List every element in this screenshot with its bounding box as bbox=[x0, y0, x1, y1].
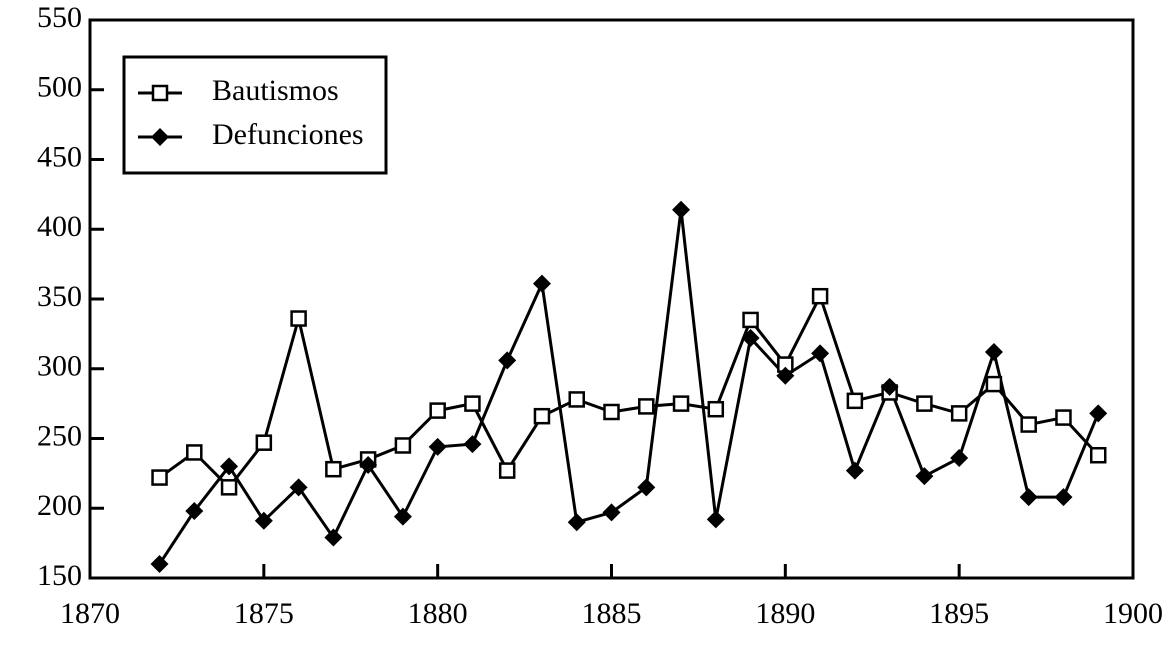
data-point bbox=[950, 405, 968, 422]
legend-label: Bautismos bbox=[212, 74, 339, 107]
data-point bbox=[984, 343, 1003, 362]
data-point bbox=[776, 366, 795, 385]
data-point bbox=[1019, 488, 1038, 507]
data-point bbox=[220, 457, 239, 476]
data-point bbox=[603, 403, 620, 421]
data-point bbox=[185, 502, 204, 521]
data-point bbox=[464, 395, 481, 412]
x-tick-label: 1885 bbox=[582, 597, 642, 630]
data-point bbox=[429, 402, 446, 419]
data-point bbox=[254, 511, 273, 530]
legend-marker bbox=[151, 128, 169, 146]
data-point bbox=[568, 391, 585, 408]
data-point bbox=[463, 435, 482, 454]
data-point bbox=[672, 200, 691, 219]
data-point bbox=[707, 400, 725, 418]
data-point bbox=[880, 377, 899, 396]
data-point bbox=[985, 375, 1003, 393]
y-tick-label: 550 bbox=[37, 1, 82, 34]
x-tick-label: 1895 bbox=[929, 597, 989, 630]
data-point bbox=[567, 513, 586, 532]
data-point bbox=[638, 398, 655, 415]
data-point bbox=[1020, 416, 1037, 433]
x-tick-label: 1890 bbox=[755, 597, 815, 630]
data-point bbox=[150, 555, 169, 574]
x-tick-label: 1870 bbox=[60, 597, 120, 630]
data-point bbox=[950, 449, 969, 468]
data-point bbox=[672, 395, 690, 412]
data-point bbox=[915, 467, 934, 486]
x-tick-label: 1875 bbox=[234, 597, 294, 630]
data-point bbox=[255, 434, 273, 451]
data-point bbox=[1089, 446, 1107, 464]
legend-box bbox=[122, 55, 388, 175]
data-point bbox=[706, 510, 725, 529]
data-point bbox=[220, 479, 238, 496]
data-point bbox=[1054, 488, 1073, 507]
data-point bbox=[393, 507, 412, 526]
data-point bbox=[186, 444, 203, 461]
data-point bbox=[742, 311, 759, 329]
y-tick-label: 200 bbox=[37, 489, 82, 522]
data-point bbox=[741, 329, 760, 348]
data-point bbox=[428, 437, 447, 456]
legend-label: Defunciones bbox=[212, 118, 364, 151]
data-point bbox=[498, 462, 516, 479]
y-tick-label: 450 bbox=[37, 140, 82, 173]
data-point bbox=[916, 395, 933, 412]
data-point bbox=[637, 478, 656, 497]
y-tick-label: 350 bbox=[37, 280, 82, 313]
data-point bbox=[498, 351, 517, 370]
data-point bbox=[290, 310, 307, 327]
data-point bbox=[289, 478, 308, 497]
data-point bbox=[151, 469, 168, 486]
data-point bbox=[846, 392, 864, 410]
y-tick-label: 500 bbox=[37, 71, 82, 104]
x-tick-label: 1900 bbox=[1103, 597, 1163, 630]
y-tick-label: 150 bbox=[37, 559, 82, 592]
data-point bbox=[1055, 409, 1072, 426]
data-point bbox=[359, 456, 378, 475]
data-point bbox=[811, 344, 830, 363]
y-tick-label: 250 bbox=[37, 419, 82, 452]
series-line bbox=[158, 292, 1100, 490]
legend-marker bbox=[151, 84, 169, 102]
y-tick-label: 300 bbox=[37, 350, 82, 383]
data-point bbox=[532, 274, 551, 293]
y-tick-label: 400 bbox=[37, 210, 82, 243]
series-line bbox=[158, 209, 1100, 565]
data-point bbox=[1089, 404, 1108, 423]
data-point bbox=[602, 503, 621, 522]
data-point bbox=[533, 407, 551, 425]
data-point bbox=[811, 287, 829, 305]
data-point bbox=[325, 460, 342, 478]
data-point bbox=[324, 528, 343, 547]
data-point bbox=[845, 461, 864, 480]
data-point bbox=[394, 437, 412, 454]
x-tick-label: 1880 bbox=[408, 597, 468, 630]
